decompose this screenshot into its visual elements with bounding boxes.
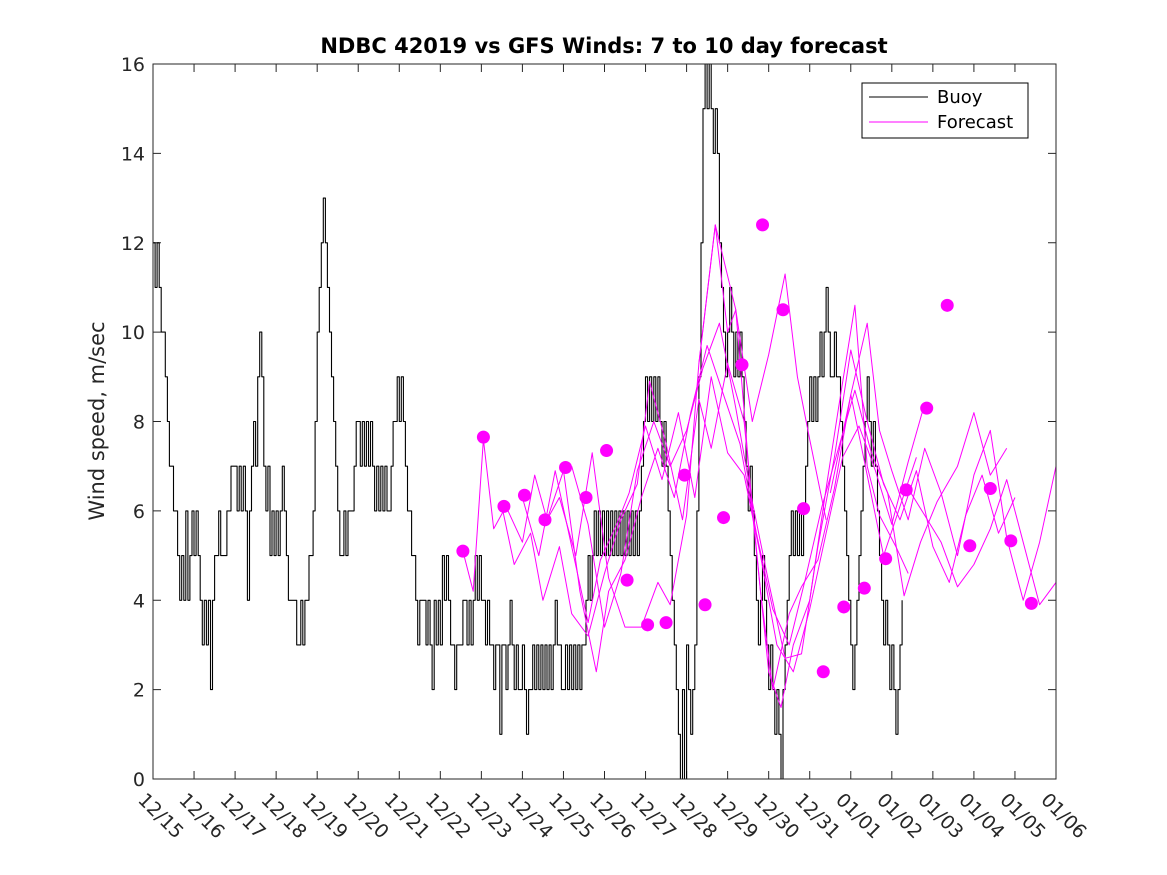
y-axis: 0 2 4 6 8 10 12 14 16: [121, 54, 1056, 791]
forecast-marker: [678, 468, 692, 482]
y-axis-label: Wind speed, m/sec: [85, 321, 109, 520]
y-tick-label: 10: [121, 322, 145, 344]
forecast-marker: [1004, 534, 1018, 548]
forecast-marker: [756, 218, 770, 232]
legend-box: [861, 82, 1029, 139]
forecast-marker: [816, 665, 830, 679]
forecast-marker: [456, 544, 470, 558]
y-tick-label: 0: [133, 769, 145, 791]
forecast-series: [829, 322, 1057, 601]
forecast-marker: [735, 358, 749, 372]
forecast-marker: [559, 461, 573, 475]
forecast-marker: [717, 511, 731, 525]
forecast-marker: [476, 430, 490, 444]
forecast-marker: [600, 444, 614, 458]
forecast-series: [907, 479, 1057, 606]
y-tick-label: 8: [133, 412, 145, 434]
forecast-marker: [963, 539, 977, 553]
forecast-marker: [620, 573, 634, 587]
forecast-marker: [857, 581, 871, 595]
forecast-marker: [497, 499, 511, 513]
forecast-marker: [879, 552, 893, 566]
forecast-marker: [659, 616, 673, 630]
forecast-series: [521, 376, 926, 673]
y-tick-label: 12: [121, 233, 145, 255]
y-tick-label: 6: [133, 501, 145, 523]
forecast-marker: [899, 483, 913, 497]
y-tick-label: 2: [133, 680, 145, 702]
y-tick-label: 14: [121, 143, 145, 165]
forecast-marker: [776, 303, 790, 317]
series-layer: [153, 63, 1057, 780]
forecast-marker: [517, 488, 531, 502]
forecast-marker: [698, 598, 712, 612]
legend-label-forecast: Forecast: [937, 112, 1013, 133]
y-tick-label: 16: [121, 54, 145, 76]
forecast-marker: [837, 600, 851, 614]
forecast-marker: [538, 513, 552, 527]
forecast-markers: [456, 218, 1038, 679]
y-tick-label: 4: [133, 590, 145, 612]
forecast-marker: [641, 618, 655, 632]
forecast-marker: [920, 401, 934, 415]
plot-frame: [152, 63, 1057, 780]
legend-label-buoy: Buoy: [937, 87, 983, 108]
forecast-marker: [940, 298, 954, 312]
forecast-marker: [983, 482, 997, 496]
forecast-series: [462, 224, 909, 708]
plot-area: [153, 64, 1056, 779]
forecast-series: [698, 224, 827, 520]
forecast-marker: [1024, 596, 1038, 610]
forecast-series: [546, 345, 1008, 673]
chart-title: NDBC 42019 vs GFS Winds: 7 to 10 day for…: [320, 34, 887, 58]
forecast-marker: [797, 502, 811, 516]
forecast-series: [571, 322, 1016, 659]
legend: Buoy Forecast: [861, 82, 1029, 139]
forecast-marker: [579, 490, 593, 504]
